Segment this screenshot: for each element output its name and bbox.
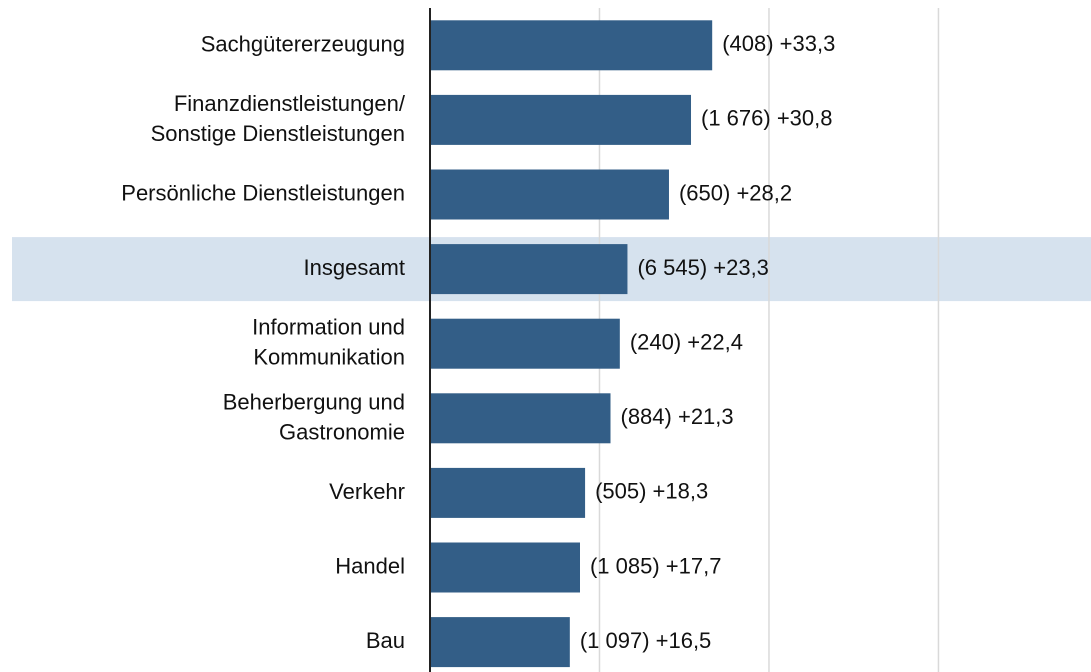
value-label: (1 097) +16,5 bbox=[580, 628, 711, 653]
category-label: Handel bbox=[335, 553, 405, 578]
value-label: (1 085) +17,7 bbox=[590, 553, 721, 578]
bar bbox=[430, 94, 692, 145]
bar bbox=[430, 393, 611, 444]
value-label: (1 676) +30,8 bbox=[701, 106, 832, 131]
category-label: Persönliche Dienstleistungen bbox=[121, 180, 405, 205]
category-label: Beherbergung und Gastronomie bbox=[223, 389, 405, 444]
category-label: Insgesamt bbox=[304, 255, 406, 280]
category-label: Verkehr bbox=[329, 479, 405, 504]
value-label: (650) +28,2 bbox=[679, 180, 792, 205]
category-label: Information und Kommunikation bbox=[252, 315, 405, 370]
value-label: (240) +22,4 bbox=[630, 330, 743, 355]
category-label: Bau bbox=[366, 628, 405, 653]
bar bbox=[430, 542, 580, 593]
value-label: (408) +33,3 bbox=[722, 31, 835, 56]
value-label: (884) +21,3 bbox=[621, 404, 734, 429]
bar bbox=[430, 20, 713, 71]
category-label: Finanzdienstleistungen/Sonstige Dienstle… bbox=[151, 91, 406, 146]
bar bbox=[430, 617, 570, 668]
bar bbox=[430, 467, 586, 518]
bar bbox=[430, 318, 620, 369]
value-label: (505) +18,3 bbox=[595, 479, 708, 504]
value-label: (6 545) +23,3 bbox=[637, 255, 768, 280]
category-label: Sachgütererzeugung bbox=[201, 31, 405, 56]
bar bbox=[430, 169, 669, 220]
bar bbox=[430, 244, 628, 295]
